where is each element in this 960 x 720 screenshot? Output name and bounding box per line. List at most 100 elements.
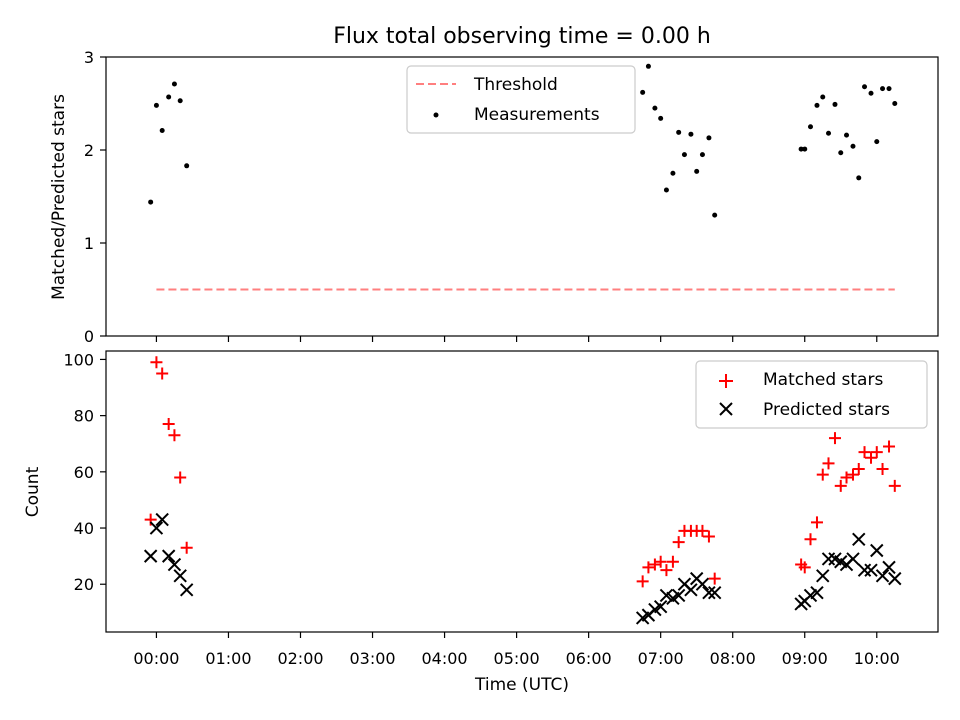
x-axis-label: Time (UTC) (474, 675, 569, 695)
measurement-point (148, 199, 154, 205)
measurement-point (712, 212, 718, 218)
top-legend-box (406, 65, 636, 134)
bottom-x-ticks: 00:00 01:00 02:00 03:00 04:00 05:00 06:00 07:00… (133, 632, 900, 668)
matched-star-point (858, 446, 871, 459)
top-y-tick-label: 0 (84, 327, 94, 346)
measurement-point (663, 187, 669, 193)
matched-star-point (840, 471, 853, 484)
measurement-point (640, 89, 646, 95)
measurement-point (171, 81, 177, 87)
predicted-star-point (671, 588, 686, 603)
matched-star-point (666, 555, 679, 568)
matched-star-point (816, 468, 829, 481)
measurement-point (862, 84, 868, 90)
measurements-layer (148, 63, 898, 218)
bottom-x-tick-label: 10:00 (854, 649, 900, 668)
bottom-y-tick-label: 20 (74, 575, 94, 594)
measurement-point (645, 63, 651, 69)
top-y-tick-label: 3 (84, 48, 94, 67)
predicted-star-point (684, 583, 698, 597)
matched-star-point (708, 572, 721, 585)
measurement-point (868, 90, 874, 96)
measurement-point (798, 146, 804, 152)
top-plot-frame (105, 56, 939, 337)
predicted-star-point (852, 532, 866, 546)
matched-star-point (180, 541, 193, 554)
bottom-y-tick-label: 80 (74, 407, 94, 426)
matched-star-point (654, 555, 667, 568)
predicted-star-point (888, 571, 902, 586)
predicted-stars-legend-label: Predicted stars (763, 400, 890, 420)
matched-star-point (870, 446, 883, 459)
bottom-x-tick-label: 04:00 (422, 649, 468, 668)
predicted-star-point (875, 569, 890, 583)
predicted-star-point (846, 552, 860, 566)
top-y-tick-label: 1 (84, 234, 94, 253)
bottom-y-ticks: 20 40 60 80 100 (63, 350, 106, 594)
top-panel: 0 1 2 3 Matched/Predicted stars Threshold M… (49, 48, 939, 346)
measurement-point (153, 102, 159, 108)
measurement-point (820, 94, 826, 100)
predicted-star-point (864, 563, 878, 577)
top-x-ticks (155, 336, 878, 342)
measurement-point (802, 146, 808, 152)
predicted-star-point (179, 583, 194, 597)
measurement-point (681, 152, 687, 158)
bottom-legend: Matched stars Predicted stars (695, 360, 928, 429)
bottom-x-tick-label: 00:00 (133, 649, 179, 668)
matched-star-point (672, 536, 685, 549)
measurement-point (892, 101, 898, 106)
bottom-y-tick-label: 40 (74, 519, 94, 538)
measurement-point (880, 86, 886, 92)
bottom-x-tick-label: 06:00 (566, 649, 612, 668)
bottom-y-axis-label: Count (23, 466, 43, 517)
predicted-stars-legend-swatch (719, 402, 733, 416)
measurement-point (694, 168, 700, 174)
star-count-layer (143, 356, 902, 625)
matched-star-point (660, 564, 673, 577)
bottom-legend-box (695, 360, 928, 429)
measurement-point (688, 131, 694, 137)
matched-star-point (810, 516, 823, 529)
predicted-star-point (167, 557, 182, 572)
bottom-x-tick-label: 05:00 (494, 649, 540, 668)
bottom-x-tick-label: 03:00 (349, 649, 395, 668)
bottom-x-tick-label: 08:00 (710, 649, 756, 668)
bottom-panel: 20 40 60 80 100 00:00 01:00 02:00 03:00 04:00 05:… (23, 350, 939, 695)
chart-title: Flux total observing time = 0.00 h (333, 24, 711, 49)
top-y-ticks: 0 1 2 3 (84, 48, 106, 346)
measurement-point (844, 132, 850, 138)
matched-star-point (834, 479, 847, 492)
measurement-point (807, 124, 813, 130)
bottom-x-tick-label: 07:00 (638, 649, 684, 668)
top-legend: Threshold Measurements (406, 65, 636, 134)
predicted-star-point (702, 585, 716, 600)
predicted-star-point (882, 560, 896, 575)
matched-star-point (883, 440, 896, 453)
measurement-point (814, 102, 820, 108)
measurement-point (658, 115, 664, 121)
measurement-point (166, 94, 172, 100)
predicted-star-point (653, 600, 668, 614)
matched-star-point (174, 471, 187, 484)
matched-star-point (696, 524, 709, 537)
bottom-x-tick-label: 09:00 (782, 649, 828, 668)
matched-star-point (828, 432, 841, 445)
predicted-star-point (857, 563, 872, 577)
measurements-legend-swatch (433, 112, 439, 118)
measurement-point (838, 150, 844, 156)
bottom-plot-frame (105, 350, 939, 633)
predicted-star-point (149, 521, 164, 535)
matched-star-point (822, 457, 835, 470)
measurement-point (874, 139, 880, 145)
predicted-star-point (173, 569, 187, 583)
predicted-star-point (143, 549, 158, 563)
matched-star-point (648, 558, 661, 571)
matched-star-point (150, 356, 163, 369)
measurement-point (826, 130, 832, 136)
bottom-x-tick-label: 01:00 (205, 649, 251, 668)
predicted-star-point (816, 569, 830, 583)
matched-stars-legend-label: Matched stars (763, 370, 883, 390)
predicted-star-point (695, 577, 710, 591)
